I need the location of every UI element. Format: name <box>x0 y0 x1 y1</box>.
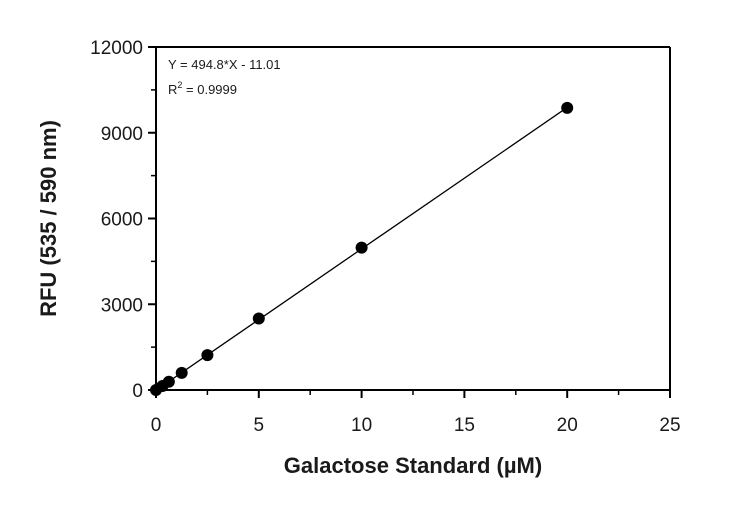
data-points <box>150 101 574 396</box>
data-point <box>201 349 214 362</box>
x-tick-label: 10 <box>351 415 372 436</box>
x-tick-label: 15 <box>454 415 475 436</box>
x-axis-ticks: 0 5 10 15 20 25 <box>151 390 681 436</box>
y-tick-label: 9000 <box>101 124 143 145</box>
r-squared-label: R2 = 0.9999 <box>168 80 237 97</box>
x-tick-label: 25 <box>659 415 680 436</box>
data-point <box>355 241 368 254</box>
r-squared-superscript: 2 <box>177 80 182 90</box>
y-tick-label: 12000 <box>90 38 143 59</box>
axes <box>155 46 671 391</box>
y-tick-label: 3000 <box>101 295 143 316</box>
data-point <box>162 375 175 388</box>
x-tick-label: 20 <box>557 415 578 436</box>
x-tick-label: 5 <box>254 415 265 436</box>
y-axis-ticks: 0 3000 6000 9000 12000 <box>90 38 156 402</box>
data-point <box>175 366 188 379</box>
r-squared-value: = 0.9999 <box>182 82 237 97</box>
y-tick-label: 0 <box>132 381 143 402</box>
data-point <box>252 312 265 325</box>
y-tick-label: 6000 <box>101 210 143 231</box>
y-axis-title: RFU (535 / 590 nm) <box>36 120 61 317</box>
x-axis-title: Galactose Standard (µM) <box>284 453 542 478</box>
fit-equation: Y = 494.8*X - 11.01 <box>168 57 281 72</box>
data-point <box>561 101 574 114</box>
x-tick-label: 0 <box>151 415 162 436</box>
r-squared-prefix: R <box>168 82 177 97</box>
